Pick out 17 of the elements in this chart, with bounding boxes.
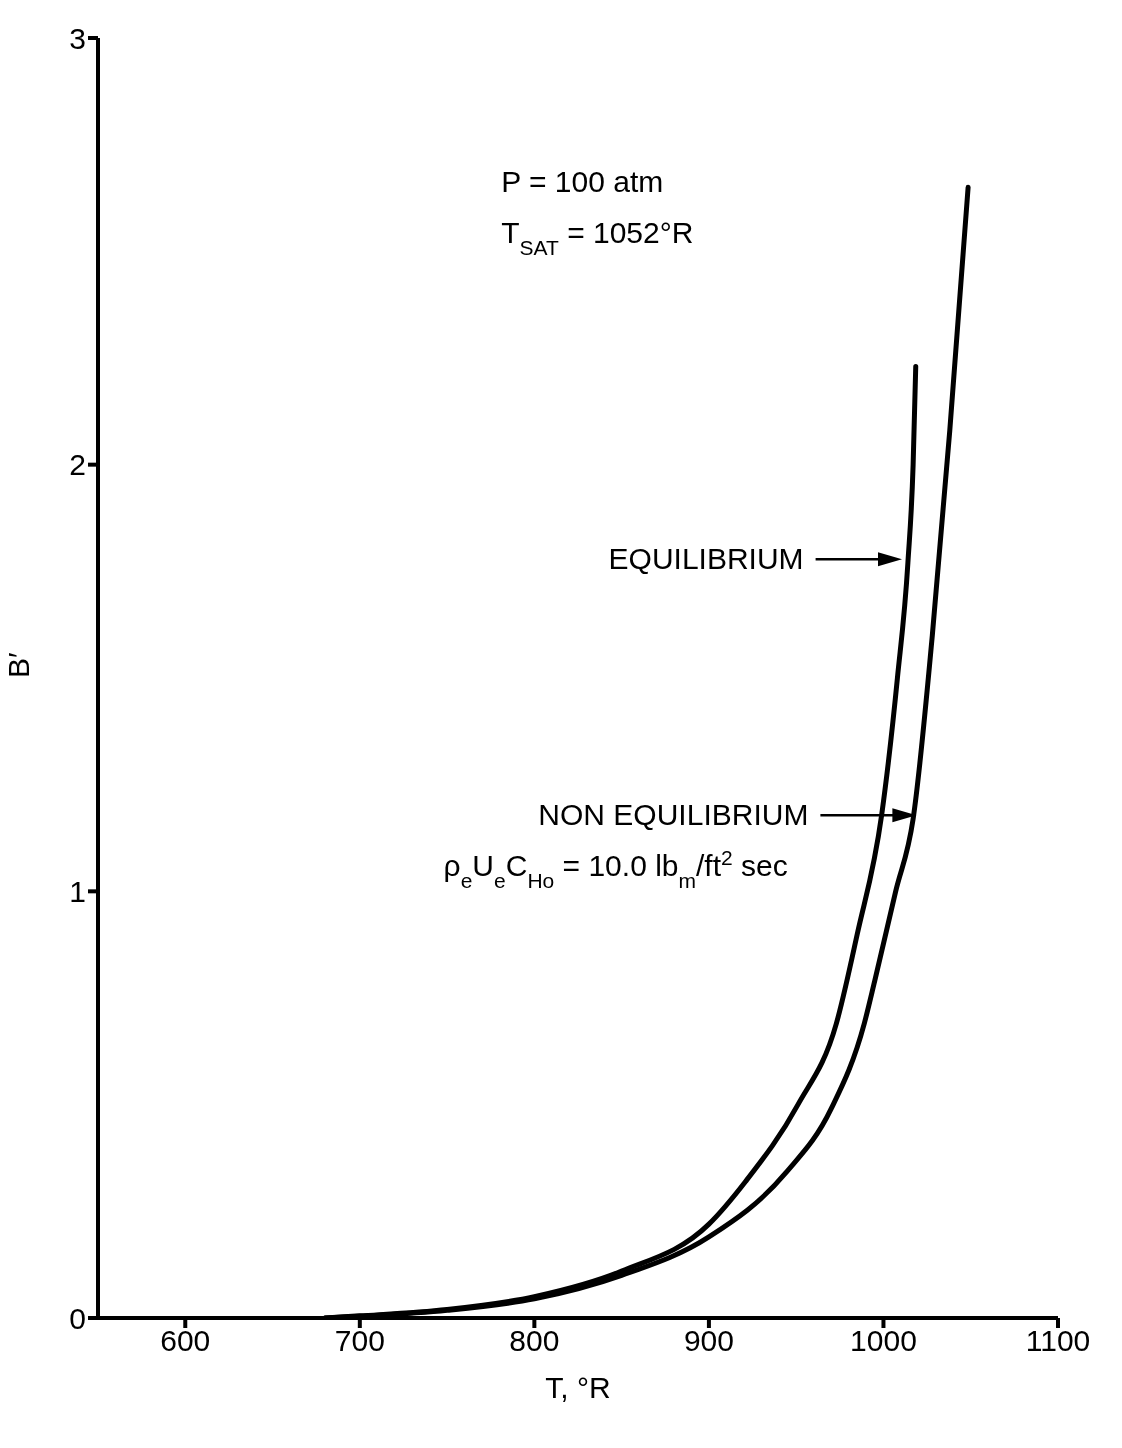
annotation: NON EQUILIBRIUM bbox=[538, 798, 809, 832]
x-tick-label: 900 bbox=[683, 1324, 734, 1358]
y-tick-label: 2 bbox=[69, 448, 86, 482]
x-tick-label: 600 bbox=[160, 1324, 211, 1358]
annotation: P = 100 atm bbox=[501, 164, 664, 198]
x-axis-title: T, °R bbox=[545, 1371, 611, 1404]
x-tick-label: 700 bbox=[334, 1324, 385, 1358]
annotation: EQUILIBRIUM bbox=[608, 542, 804, 576]
y-tick-label: 3 bbox=[69, 21, 86, 55]
x-tick-label: 1000 bbox=[850, 1324, 917, 1358]
x-tick-label: 800 bbox=[509, 1324, 560, 1358]
y-tick-label: 1 bbox=[69, 874, 86, 908]
y-axis-title: B′ bbox=[1, 651, 35, 678]
text: ρ$_{e}$U$_{e}$C$_{Ho}$ = 10.0 lb$_{m}$/ft$^{2}$ sec bbox=[443, 845, 788, 892]
y-tick-label: 0 bbox=[69, 1301, 86, 1335]
x-tick-label: 1100 bbox=[1025, 1324, 1091, 1358]
annotation: T$_{SAT}$ = 1052°R bbox=[501, 215, 694, 259]
